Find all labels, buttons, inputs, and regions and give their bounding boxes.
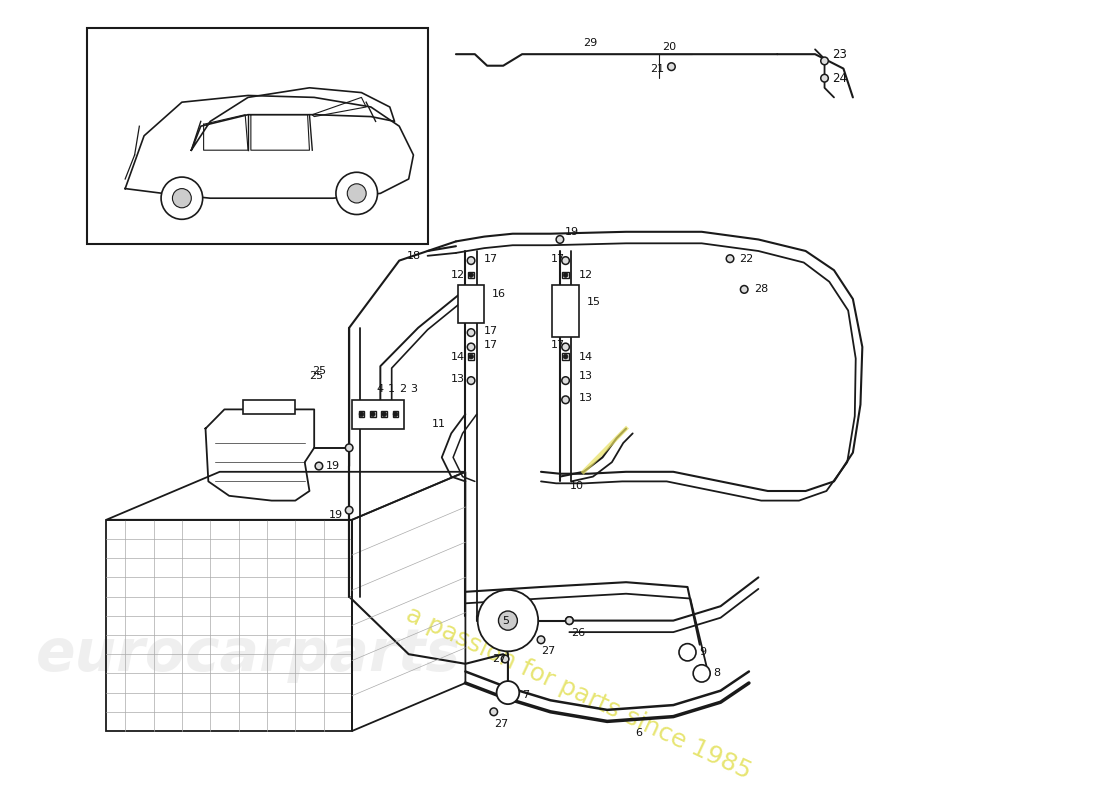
Circle shape <box>315 462 322 470</box>
Text: 11: 11 <box>432 418 447 429</box>
Text: 19: 19 <box>564 226 579 237</box>
Circle shape <box>359 412 364 417</box>
Text: 12: 12 <box>451 270 465 280</box>
Text: 19: 19 <box>329 510 342 520</box>
Circle shape <box>345 506 353 514</box>
Bar <box>87 28 428 244</box>
Bar <box>382 411 387 417</box>
Text: 4: 4 <box>376 384 384 394</box>
Text: 12: 12 <box>579 270 593 280</box>
Text: 25: 25 <box>312 366 327 376</box>
Bar <box>393 411 398 417</box>
Text: eurocarparts: eurocarparts <box>35 626 461 682</box>
Circle shape <box>468 377 475 385</box>
Circle shape <box>740 286 748 294</box>
Circle shape <box>468 343 475 351</box>
Text: 25: 25 <box>309 370 323 381</box>
Circle shape <box>345 444 353 452</box>
Circle shape <box>537 636 544 644</box>
Text: 27: 27 <box>541 646 556 656</box>
Circle shape <box>557 236 563 243</box>
Bar <box>562 272 569 278</box>
Circle shape <box>173 189 191 208</box>
Text: 10: 10 <box>570 482 583 491</box>
Circle shape <box>161 177 202 219</box>
Text: 8: 8 <box>713 669 721 678</box>
Text: 1: 1 <box>388 384 395 394</box>
Text: 24: 24 <box>832 72 847 85</box>
Bar <box>243 400 295 414</box>
Circle shape <box>821 57 828 65</box>
Text: 3: 3 <box>410 384 418 394</box>
Text: 23: 23 <box>832 48 847 61</box>
Circle shape <box>562 396 570 404</box>
Text: 17: 17 <box>484 340 498 350</box>
Bar <box>370 411 375 417</box>
Circle shape <box>562 343 570 351</box>
Bar <box>352 400 404 429</box>
Bar <box>458 285 484 323</box>
Text: 26: 26 <box>571 628 585 638</box>
Circle shape <box>563 273 568 278</box>
Text: 16: 16 <box>492 289 506 299</box>
Text: 27: 27 <box>492 654 506 664</box>
Bar <box>468 354 474 360</box>
Text: 22: 22 <box>739 254 754 264</box>
Bar <box>552 285 579 338</box>
Circle shape <box>498 611 517 630</box>
Text: 21: 21 <box>650 63 663 74</box>
Circle shape <box>562 377 570 385</box>
Text: 19: 19 <box>326 461 340 471</box>
Text: 13: 13 <box>451 374 465 384</box>
Circle shape <box>393 412 398 417</box>
Text: 17: 17 <box>550 340 564 350</box>
Circle shape <box>469 273 473 278</box>
Text: 17: 17 <box>484 326 498 336</box>
Circle shape <box>348 184 366 203</box>
Circle shape <box>565 617 573 625</box>
Circle shape <box>821 74 828 82</box>
Text: 13: 13 <box>579 393 593 403</box>
Circle shape <box>726 255 734 262</box>
Bar <box>359 411 364 417</box>
Circle shape <box>565 617 573 625</box>
Circle shape <box>468 257 475 265</box>
Text: 9: 9 <box>698 647 706 658</box>
Circle shape <box>477 590 538 651</box>
Circle shape <box>693 665 711 682</box>
Circle shape <box>496 681 519 704</box>
Text: 20: 20 <box>662 42 676 53</box>
Text: 15: 15 <box>586 297 601 307</box>
Text: 2: 2 <box>399 384 406 394</box>
Text: 27: 27 <box>494 719 508 730</box>
Text: 7: 7 <box>522 690 529 699</box>
Bar <box>562 354 569 360</box>
Circle shape <box>490 708 497 716</box>
Bar <box>468 272 474 278</box>
Circle shape <box>382 412 386 417</box>
Circle shape <box>469 354 473 359</box>
Text: 13: 13 <box>579 370 593 381</box>
Circle shape <box>679 644 696 661</box>
Text: 29: 29 <box>583 38 597 48</box>
Text: 17: 17 <box>484 254 498 264</box>
Text: 14: 14 <box>451 351 465 362</box>
Text: 6: 6 <box>636 728 642 738</box>
Text: 17: 17 <box>550 254 564 264</box>
Text: 5: 5 <box>503 616 509 626</box>
Text: a passion for parts since 1985: a passion for parts since 1985 <box>403 602 756 783</box>
Circle shape <box>468 329 475 337</box>
Circle shape <box>336 172 377 214</box>
Text: 14: 14 <box>579 351 593 362</box>
Circle shape <box>562 257 570 265</box>
Text: 18: 18 <box>407 250 421 261</box>
Circle shape <box>371 412 375 417</box>
Text: 28: 28 <box>754 284 768 294</box>
Circle shape <box>563 354 568 359</box>
Circle shape <box>668 63 675 70</box>
Circle shape <box>502 655 509 663</box>
